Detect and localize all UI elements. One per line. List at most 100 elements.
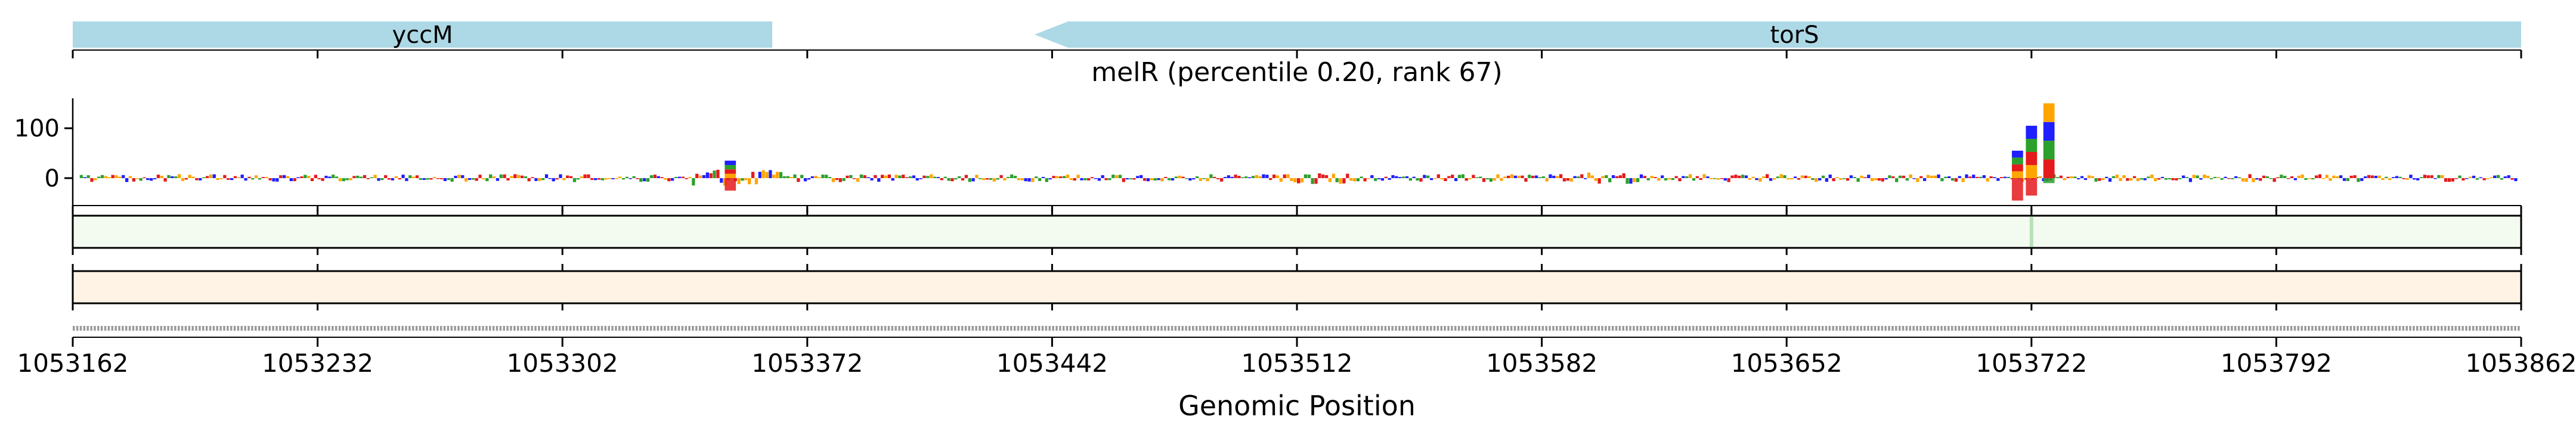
- sequence-base: [1650, 326, 1652, 331]
- logo-letter: [1181, 176, 1185, 178]
- logo-letter: [954, 178, 958, 180]
- logo-letter: [1048, 178, 1052, 180]
- sequence-base: [520, 326, 523, 331]
- logo-letter: [2458, 175, 2462, 178]
- logo-letter: [1968, 176, 1972, 178]
- logo-letter: [926, 176, 930, 178]
- logo-letter: [2237, 177, 2241, 179]
- sequence-base: [1513, 326, 1516, 331]
- logo-letter: [1828, 174, 1832, 178]
- sequence-base: [628, 326, 631, 331]
- sequence-base: [992, 326, 995, 331]
- logo-letter: [118, 176, 122, 178]
- logo-letter: [671, 178, 674, 181]
- sequence-base: [384, 326, 386, 331]
- logo-letter: [2360, 178, 2364, 181]
- sequence-base: [2479, 326, 2482, 331]
- logo-letter: [587, 174, 590, 178]
- logo-letter: [1661, 175, 1664, 178]
- sequence-base: [2360, 326, 2363, 331]
- logo-letter: [1426, 175, 1430, 178]
- logo-letter: [1062, 176, 1066, 178]
- sequence-base: [408, 326, 411, 331]
- logo-letter: [1272, 174, 1276, 178]
- sequence-base: [342, 326, 345, 331]
- logo-letter: [1111, 175, 1115, 178]
- sequence-base: [2203, 326, 2205, 331]
- sequence-base: [544, 326, 547, 331]
- sequence-base: [2342, 326, 2345, 331]
- sequence-base: [866, 326, 869, 331]
- sequence-base: [1356, 326, 1359, 331]
- sequence-base: [1793, 326, 1796, 331]
- sequence-base: [950, 326, 953, 331]
- logo-letter: [2150, 174, 2154, 178]
- x-axis-label: Genomic Position: [1178, 390, 1416, 422]
- sequence-base: [2255, 326, 2258, 331]
- sequence-base: [744, 326, 747, 331]
- logo-letter: [1678, 178, 1682, 182]
- logo-letter: [863, 175, 866, 178]
- logo-letter: [1283, 174, 1286, 178]
- logo-y-tick-label: 0: [45, 165, 60, 192]
- green-track-highlight: [2029, 217, 2033, 247]
- logo-letter: [1132, 178, 1136, 180]
- sequence-base: [2419, 326, 2422, 331]
- logo-letter: [1017, 178, 1021, 181]
- logo-letter: [1815, 178, 1818, 182]
- sequence-base: [332, 326, 334, 331]
- logo-letter: [825, 175, 828, 178]
- logo-letter: [1328, 178, 1332, 182]
- logo-letter: [713, 170, 716, 178]
- logo-letter: [506, 178, 510, 181]
- sequence-base: [765, 326, 767, 331]
- sequence-base: [1940, 326, 1943, 331]
- sequence-base: [2500, 326, 2503, 331]
- logo-letter: [2213, 176, 2217, 178]
- sequence-base: [2059, 326, 2062, 331]
- logo-letter: [1122, 178, 1125, 182]
- sequence-base: [754, 326, 757, 331]
- logo-letter: [2486, 178, 2490, 179]
- sequence-base: [366, 326, 369, 331]
- logo-letter: [199, 178, 202, 181]
- logo-letter: [1884, 178, 1888, 180]
- sequence-base: [810, 326, 813, 331]
- sequence-base: [846, 326, 848, 331]
- sequence-base: [1010, 326, 1013, 331]
- logo-letter: [1538, 177, 1542, 178]
- logo-letter: [1293, 178, 1297, 183]
- logo-letter: [2168, 178, 2171, 180]
- logo-letter: [1552, 175, 1556, 178]
- logo-letter: [681, 176, 685, 178]
- logo-letter: [2154, 178, 2157, 181]
- sequence-base: [2024, 326, 2027, 331]
- logo-letter: [2265, 176, 2270, 178]
- sequence-base: [380, 326, 383, 331]
- green-heatmap-track: [72, 209, 2522, 255]
- sequence-base: [1804, 326, 1807, 331]
- sequence-base: [461, 326, 463, 331]
- sequence-base: [534, 326, 537, 331]
- logo-letter: [2405, 178, 2409, 180]
- sequence-base: [2115, 326, 2118, 331]
- logo-letter: [272, 178, 275, 182]
- logo-letter: [202, 177, 206, 179]
- sequence-base: [1185, 326, 1187, 331]
- sequence-base: [2227, 326, 2230, 331]
- sequence-base: [1874, 326, 1877, 331]
- logo-letter: [2367, 175, 2371, 178]
- sequence-base: [478, 326, 481, 331]
- logo-letter: [1024, 178, 1027, 182]
- sequence-base: [1500, 326, 1502, 331]
- sequence-base: [1300, 326, 1303, 331]
- logo-letter: [1167, 178, 1171, 181]
- sequence-base: [1982, 326, 1985, 331]
- logo-letter: [1835, 177, 1839, 178]
- sequence-base: [1818, 326, 1820, 331]
- sequence-base: [674, 326, 677, 331]
- logo-letter: [580, 176, 583, 178]
- sequence-base: [1552, 326, 1555, 331]
- logo-letter: [1083, 178, 1087, 181]
- sequence-base: [891, 326, 894, 331]
